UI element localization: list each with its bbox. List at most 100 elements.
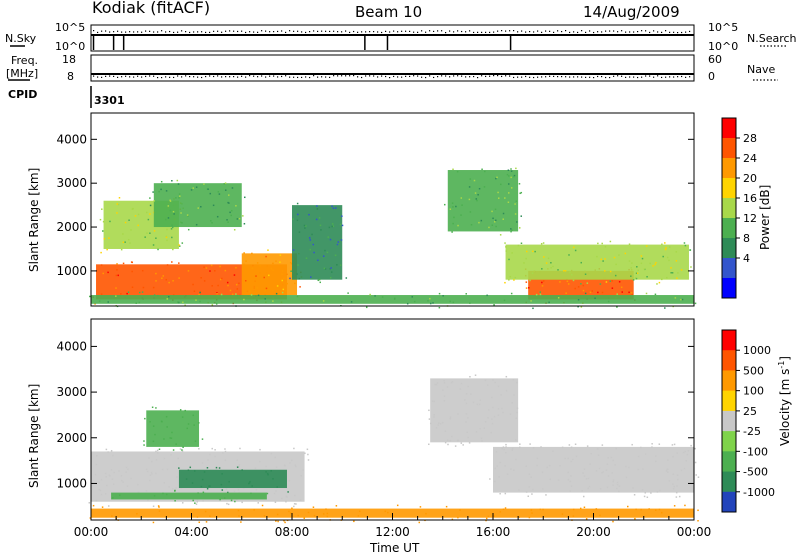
- velocity-speckle: [567, 478, 570, 481]
- power-speckle: [131, 286, 134, 289]
- velocity-speckle: [474, 374, 477, 376]
- velocity-speckle: [194, 440, 197, 442]
- power-speckle: [547, 257, 550, 260]
- power-speckle: [381, 296, 384, 298]
- velocity-speckle: [253, 509, 255, 511]
- nave-label: Nave: [747, 63, 775, 76]
- nave-point: [153, 75, 155, 77]
- velocity-speckle: [250, 492, 252, 495]
- power-speckle: [476, 199, 478, 202]
- nsearch-point: [441, 30, 443, 32]
- power-speckle: [570, 273, 573, 276]
- nsearch-point: [617, 31, 619, 33]
- velocity-speckle: [112, 483, 115, 485]
- power-speckle: [568, 254, 570, 256]
- power-speckle: [589, 291, 592, 294]
- power-speckle: [689, 249, 692, 251]
- velocity-speckle: [585, 518, 588, 520]
- power-speckle: [508, 258, 510, 261]
- velocity-speckle: [462, 444, 464, 446]
- power-speckle: [525, 287, 528, 289]
- velocity-speckle: [202, 491, 205, 494]
- velocity-speckle: [158, 448, 161, 451]
- power-speckle: [504, 281, 506, 284]
- power-speckle: [122, 262, 125, 265]
- power-speckle: [664, 242, 666, 244]
- velocity-speckle: [206, 467, 209, 469]
- velocity-speckle: [637, 455, 640, 458]
- velocity-colorbar: 1000 500 100 25 -25 -100 -500 -1000: [721, 329, 775, 513]
- date-title: 14/Aug/2009: [583, 3, 680, 21]
- power-speckle: [532, 307, 534, 310]
- power-speckle: [162, 275, 164, 277]
- velocity-speckle: [570, 446, 573, 449]
- nsearch-point: [221, 31, 223, 33]
- nave-point: [529, 76, 531, 78]
- velocity-speckle: [221, 473, 223, 475]
- nsearch-point: [493, 31, 495, 33]
- power-speckle: [432, 302, 434, 304]
- velocity-speckle: [163, 438, 165, 440]
- power-speckle: [233, 229, 236, 231]
- velocity-speckle: [224, 459, 227, 462]
- power-speckle: [365, 306, 368, 309]
- velocity-speckle: [459, 388, 462, 390]
- velocity-speckle: [201, 438, 204, 440]
- nave-point: [341, 75, 343, 77]
- power-speckle: [543, 256, 545, 258]
- velocity-speckle: [189, 465, 192, 468]
- velocity-speckle: [567, 457, 569, 460]
- power-speckle: [510, 228, 512, 230]
- nave-point: [193, 76, 195, 78]
- power-speckle: [504, 242, 506, 244]
- velocity-speckle: [274, 456, 276, 459]
- velocity-speckle: [568, 444, 571, 446]
- power-speckle: [100, 264, 103, 266]
- velocity-speckle: [130, 477, 132, 480]
- velocity-speckle: [612, 480, 614, 483]
- nsearch-point: [625, 31, 627, 33]
- velocity-speckle: [431, 400, 434, 402]
- power-speckle: [310, 276, 312, 278]
- velocity-speckle: [516, 407, 519, 410]
- power-speckle: [655, 262, 657, 264]
- nave-point: [177, 75, 179, 77]
- velocity-speckle: [501, 407, 503, 410]
- power-speckle: [195, 186, 198, 188]
- nave-point: [653, 76, 655, 78]
- velocity-speckle: [312, 506, 315, 508]
- velocity-speckle: [559, 465, 561, 467]
- power-speckle: [219, 265, 221, 268]
- power-speckle: [279, 261, 281, 264]
- nave-point: [337, 75, 339, 77]
- velocity-speckle: [675, 496, 678, 498]
- velocity-speckle: [419, 506, 422, 508]
- power-speckle: [486, 294, 488, 297]
- nave-point: [201, 76, 203, 79]
- velocity-speckle: [166, 426, 168, 428]
- nsearch-point: [161, 30, 163, 32]
- velocity-speckle: [172, 449, 175, 451]
- velocity-speckle: [590, 452, 592, 455]
- power-speckle: [531, 272, 534, 274]
- nave-point: [393, 75, 395, 78]
- velocity-speckle: [605, 469, 608, 471]
- velocity-speckle: [635, 508, 637, 511]
- nave-point: [245, 76, 247, 78]
- velocity-speckle: [516, 381, 518, 384]
- power-speckle: [264, 298, 266, 300]
- nave-point: [249, 75, 251, 77]
- nave-point: [317, 76, 319, 78]
- power-speckle: [643, 268, 646, 270]
- power-speckle: [210, 264, 213, 267]
- velocity-speckle: [434, 383, 436, 386]
- power-speckle: [129, 242, 131, 244]
- velocity-speckle: [683, 467, 686, 470]
- velocity-speckle: [650, 492, 652, 494]
- velocity-speckle: [207, 459, 209, 461]
- velocity-speckle: [676, 474, 679, 476]
- nave-point: [597, 75, 599, 78]
- velocity-speckle: [209, 515, 211, 517]
- velocity-speckle: [307, 511, 310, 514]
- velocity-speckle: [158, 510, 161, 512]
